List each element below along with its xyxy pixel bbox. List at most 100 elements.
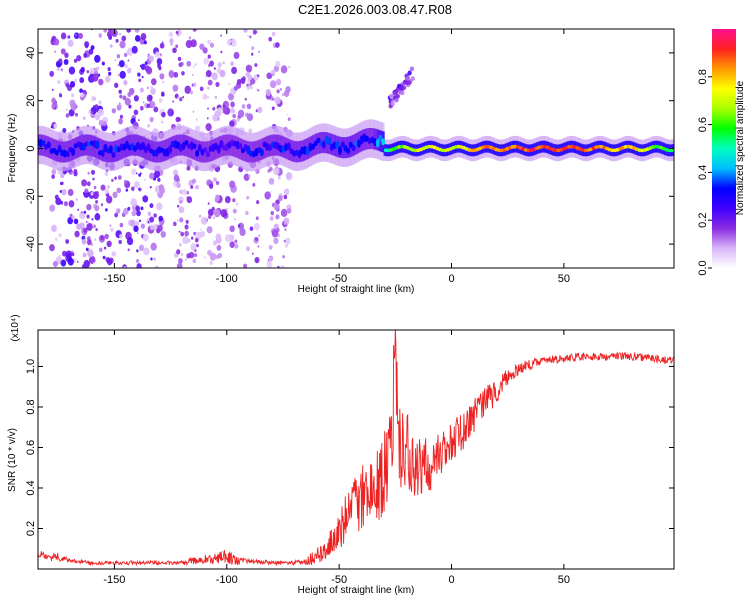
noise-blob bbox=[118, 60, 125, 68]
line-core-blob bbox=[146, 143, 151, 152]
noise-blob bbox=[127, 91, 132, 98]
noise-blob bbox=[153, 106, 159, 113]
noise-blob bbox=[105, 195, 113, 204]
noise-blob bbox=[107, 185, 110, 189]
noise-blob bbox=[76, 54, 82, 62]
noise-blob bbox=[137, 72, 141, 77]
noise-blob bbox=[271, 97, 275, 101]
line-body bbox=[111, 141, 114, 163]
noise-blob bbox=[139, 64, 142, 68]
noise-blob bbox=[138, 188, 141, 191]
noise-blob bbox=[119, 94, 123, 99]
line-body bbox=[340, 137, 343, 159]
noise-blob bbox=[92, 177, 95, 181]
noise-blob bbox=[205, 123, 212, 132]
noise-blob bbox=[206, 95, 210, 99]
noise-blob bbox=[236, 85, 239, 89]
noise-blob bbox=[124, 64, 128, 69]
noise-blob bbox=[143, 40, 147, 45]
noise-blob bbox=[252, 182, 256, 187]
line-body bbox=[185, 135, 188, 157]
noise-blob bbox=[207, 202, 210, 205]
noise-blob bbox=[133, 95, 139, 102]
noise-blob bbox=[126, 29, 132, 33]
noise-blob bbox=[133, 225, 139, 233]
noise-blob bbox=[60, 259, 67, 267]
line-body bbox=[197, 140, 200, 162]
noise-blob bbox=[60, 67, 64, 72]
line-core-blob bbox=[65, 151, 70, 158]
noise-blob bbox=[257, 89, 260, 92]
noise-blob bbox=[74, 33, 77, 37]
noise-blob bbox=[62, 127, 67, 134]
noise-blob bbox=[186, 253, 189, 257]
noise-blob bbox=[88, 255, 96, 265]
noise-blob bbox=[273, 167, 280, 176]
noise-blob bbox=[192, 178, 197, 184]
noise-blob bbox=[76, 260, 79, 263]
noise-blob bbox=[207, 54, 211, 59]
noise-blob bbox=[220, 50, 223, 54]
noise-blob bbox=[161, 111, 166, 118]
noise-blob bbox=[172, 100, 175, 103]
noise-blob bbox=[105, 208, 108, 212]
line-core-blob bbox=[95, 140, 100, 150]
noise-blob bbox=[87, 221, 90, 224]
noise-blob bbox=[90, 95, 96, 102]
noise-blob bbox=[149, 100, 156, 108]
noise-blob bbox=[207, 208, 214, 217]
noise-blob bbox=[51, 224, 57, 233]
noise-blob bbox=[195, 117, 198, 121]
noise-blob bbox=[182, 96, 185, 99]
noise-blob bbox=[149, 116, 154, 123]
noise-blob bbox=[241, 104, 246, 109]
side-branch-blob bbox=[405, 75, 411, 81]
noise-blob bbox=[186, 191, 190, 195]
line-core-blob bbox=[197, 144, 202, 152]
noise-blob bbox=[139, 87, 144, 93]
noise-blob bbox=[92, 73, 99, 82]
spectrogram-x-tick-label: -150 bbox=[103, 273, 125, 285]
noise-blob bbox=[104, 188, 109, 194]
noise-blob bbox=[77, 208, 80, 211]
noise-blob bbox=[179, 243, 182, 247]
noise-blob bbox=[142, 233, 149, 242]
noise-blob bbox=[49, 244, 55, 252]
noise-blob bbox=[269, 166, 273, 172]
noise-blob bbox=[279, 88, 282, 91]
noise-blob bbox=[224, 195, 231, 204]
noise-blob bbox=[74, 78, 78, 83]
noise-blob bbox=[203, 57, 209, 65]
noise-blob bbox=[74, 230, 80, 238]
noise-blob bbox=[215, 180, 220, 186]
noise-blob bbox=[59, 93, 63, 98]
noise-blob bbox=[116, 187, 122, 194]
noise-blob bbox=[228, 82, 231, 86]
line-core-blob bbox=[340, 141, 345, 148]
spectrogram-x-tick-label: -100 bbox=[216, 273, 238, 285]
noise-blob bbox=[129, 219, 136, 227]
noise-blob bbox=[62, 250, 67, 257]
noise-blob bbox=[119, 233, 123, 239]
noise-blob bbox=[101, 61, 105, 66]
noise-blob bbox=[176, 219, 179, 222]
noise-blob bbox=[247, 87, 250, 91]
noise-blob bbox=[136, 249, 139, 253]
noise-blob bbox=[266, 72, 272, 80]
side-branch-blob bbox=[390, 101, 396, 106]
noise-blob bbox=[160, 120, 164, 124]
noise-blob bbox=[68, 109, 75, 117]
noise-blob bbox=[284, 243, 289, 248]
noise-blob bbox=[194, 237, 199, 243]
noise-blob bbox=[68, 200, 75, 208]
spectrogram-x-tick-label: 0 bbox=[448, 273, 454, 285]
noise-blob bbox=[85, 247, 89, 252]
colorbar-tick-label: 0.2 bbox=[697, 213, 709, 228]
noise-blob bbox=[280, 265, 285, 268]
noise-blob bbox=[88, 48, 94, 55]
snr-scale-note: (x10⁴) bbox=[10, 314, 21, 341]
noise-blob bbox=[229, 180, 236, 189]
line-core-blob bbox=[335, 140, 340, 149]
noise-blob bbox=[232, 208, 237, 214]
noise-blob bbox=[194, 63, 197, 66]
